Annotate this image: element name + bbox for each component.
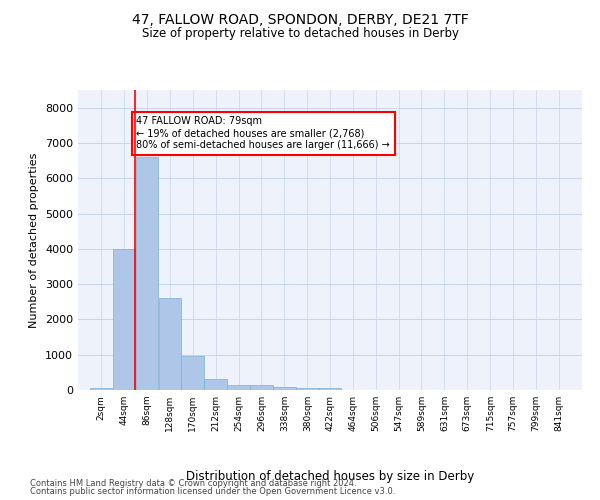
Bar — [273, 387, 296, 390]
Bar — [90, 388, 112, 390]
Bar — [205, 378, 227, 390]
Bar — [181, 356, 204, 390]
Bar — [136, 157, 158, 390]
X-axis label: Distribution of detached houses by size in Derby: Distribution of detached houses by size … — [186, 470, 474, 483]
Text: Contains public sector information licensed under the Open Government Licence v3: Contains public sector information licen… — [30, 487, 395, 496]
Bar — [113, 249, 135, 390]
Text: Contains HM Land Registry data © Crown copyright and database right 2024.: Contains HM Land Registry data © Crown c… — [30, 478, 356, 488]
Bar — [250, 386, 272, 390]
Text: 47, FALLOW ROAD, SPONDON, DERBY, DE21 7TF: 47, FALLOW ROAD, SPONDON, DERBY, DE21 7T… — [131, 12, 469, 26]
Text: Size of property relative to detached houses in Derby: Size of property relative to detached ho… — [142, 28, 458, 40]
Bar — [319, 388, 341, 390]
Bar — [158, 298, 181, 390]
Bar — [296, 388, 319, 390]
Y-axis label: Number of detached properties: Number of detached properties — [29, 152, 40, 328]
Bar — [227, 386, 250, 390]
Text: 47 FALLOW ROAD: 79sqm
← 19% of detached houses are smaller (2,768)
80% of semi-d: 47 FALLOW ROAD: 79sqm ← 19% of detached … — [136, 116, 390, 150]
